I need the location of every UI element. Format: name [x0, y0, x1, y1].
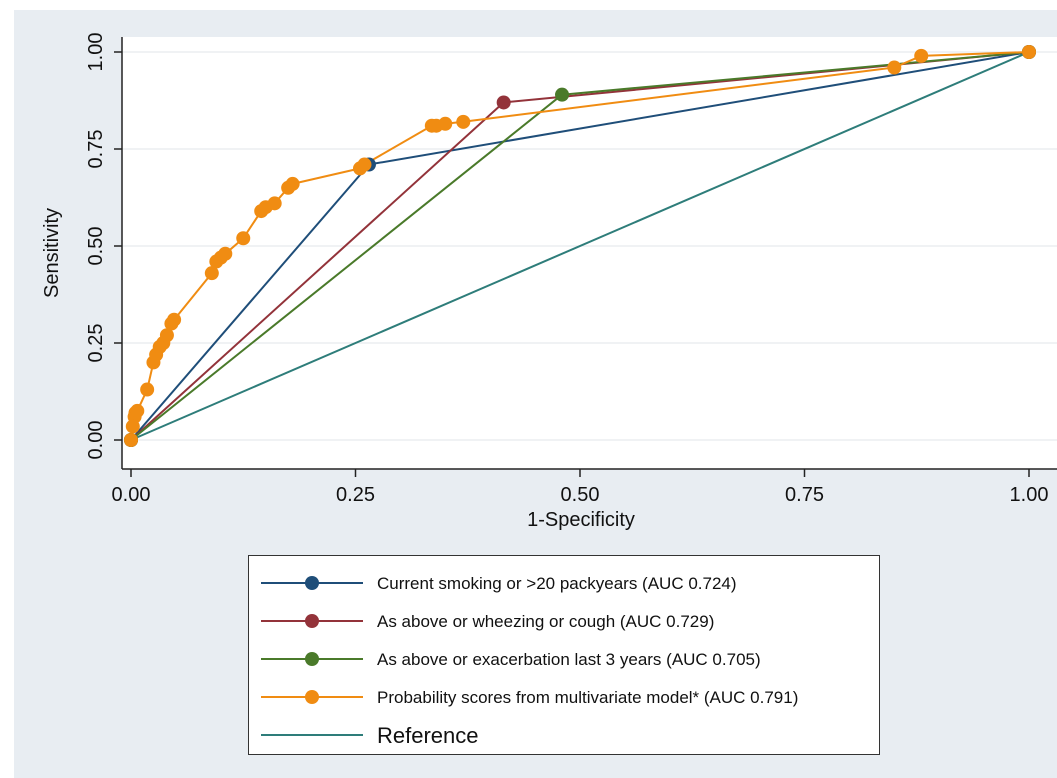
series-4-point: [1022, 45, 1036, 59]
x-tick-label: 0.00: [112, 484, 151, 506]
series-3-point: [555, 87, 570, 102]
y-tick-label: 1.00: [85, 33, 107, 72]
series-4-point: [285, 176, 300, 191]
series-4-point: [130, 403, 145, 418]
legend-marker-1: [305, 576, 319, 590]
series-4-point: [159, 328, 174, 343]
legend-marker-4: [305, 690, 319, 704]
series-4-point: [140, 382, 155, 397]
y-tick-label: 0.75: [85, 130, 107, 169]
x-tick-label: 0.25: [336, 484, 375, 506]
y-axis-label: Sensitivity: [41, 208, 63, 298]
series-4-point: [438, 116, 453, 131]
x-tick-label: 0.75: [785, 484, 824, 506]
legend: Current smoking or >20 packyears (AUC 0.…: [248, 555, 880, 755]
y-tick-label: 0.25: [85, 324, 107, 363]
series-4-point: [218, 246, 233, 261]
series-line-0: [130, 51, 1030, 441]
series-2-point: [496, 95, 511, 110]
legend-marker-3: [305, 652, 319, 666]
series-4-point: [236, 231, 251, 246]
series-4-point: [357, 157, 372, 172]
plot-area: [122, 37, 1057, 469]
x-axis-label: 1-Specificity: [527, 509, 635, 531]
x-tick-label: 1.00: [1010, 484, 1049, 506]
series-4-point: [204, 266, 219, 281]
series-4-point: [124, 433, 138, 447]
series-4-point: [267, 196, 282, 211]
series-4-point: [914, 48, 929, 63]
y-tick-label: 0.00: [85, 421, 107, 460]
series-4-point: [456, 114, 471, 129]
x-tick-label: 0.50: [561, 484, 600, 506]
series-4-point: [167, 312, 182, 327]
legend-label-2: As above or wheezing or cough (AUC 0.729…: [377, 612, 714, 631]
series-4-point: [887, 60, 902, 75]
y-tick-label: 0.50: [85, 227, 107, 266]
legend-label-4: Probability scores from multivariate mod…: [377, 688, 798, 707]
legend-label-0: Reference: [377, 723, 479, 748]
legend-label-3: As above or exacerbation last 3 years (A…: [377, 650, 761, 669]
chart-figure: 0.00 0.25 0.50 0.75 1.00 0.00 0.25 0.50 0.75 1.00…: [14, 10, 1057, 778]
legend-label-1: Current smoking or >20 packyears (AUC 0.…: [377, 574, 737, 593]
legend-marker-2: [305, 614, 319, 628]
roc-chart: 0.00 0.25 0.50 0.75 1.00 0.00 0.25 0.50 0.75 1.00…: [41, 33, 1057, 531]
